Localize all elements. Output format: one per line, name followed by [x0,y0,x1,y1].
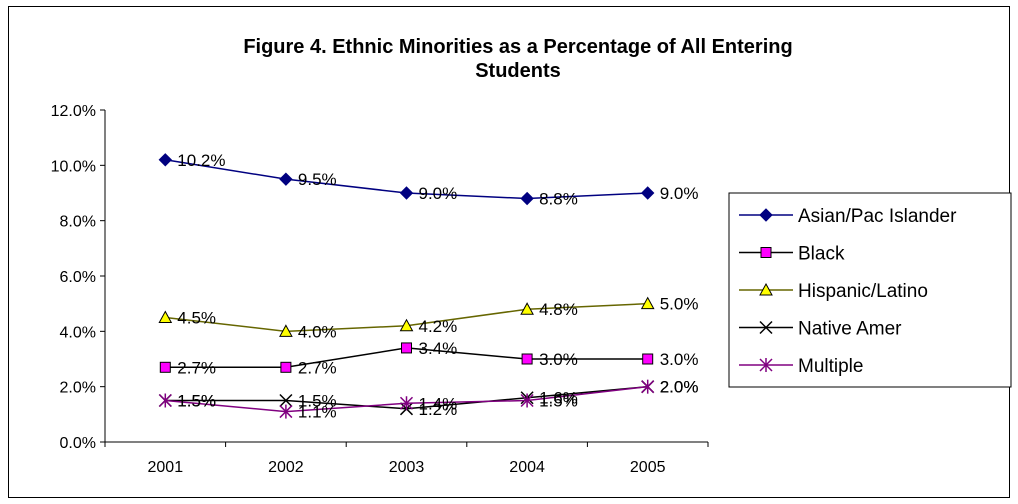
series-layer [158,153,655,419]
x-tick-label: 2002 [268,459,304,476]
data-point [159,361,171,373]
data-point [641,379,655,394]
data-point [520,393,534,408]
data-label: 1.1% [298,403,337,422]
data-label: 2.7% [177,358,216,377]
data-point [280,361,292,373]
legend-marker [759,282,773,296]
y-tick-label: 6.0% [60,269,96,286]
data-label: 1.4% [419,394,458,413]
legend-marker [759,208,773,222]
data-label: 10.2% [177,151,225,170]
legend-label: Multiple [798,356,863,377]
data-point [279,324,293,337]
legend-label: Black [798,244,845,265]
data-point [521,353,533,365]
legend-label: Native Amer [798,319,902,340]
data-label: 2.7% [298,358,337,377]
data-label: 4.0% [298,322,337,341]
data-label: 1.5% [539,392,578,411]
data-label: 4.5% [177,309,216,328]
data-point [279,404,293,419]
legend-marker [760,247,772,258]
data-point [642,353,654,365]
data-point [158,393,172,408]
data-label: 2.0% [660,378,699,397]
legend-label: Asian/Pac Islander [798,206,957,227]
y-tick-label: 0.0% [60,435,96,452]
data-label: 4.8% [539,300,578,319]
data-label: 3.0% [660,350,699,369]
data-point [401,342,412,354]
data-label: 9.0% [660,184,699,203]
x-tick-label: 2001 [148,459,184,476]
legend-marker [759,320,773,335]
data-label: 1.5% [298,392,337,411]
chart-title-line-2: Students [475,60,561,82]
data-point [158,310,173,323]
data-label: 5.0% [660,295,699,314]
y-tick-label: 10.0% [51,158,96,175]
data-label: 1.6% [539,389,578,408]
legend: Asian/Pac Islander Black Hispanic/Latino Na… [728,192,1012,388]
data-point [279,172,293,186]
data-point [158,153,173,167]
data-point [640,186,655,200]
y-tick-label: 8.0% [60,214,96,231]
y-tick-label: 4.0% [60,324,96,341]
data-point [279,393,293,408]
data-label: 1.5% [177,392,216,411]
data-label: 1.5% [177,392,216,411]
data-label: 9.0% [419,184,458,203]
y-tick-label: 2.0% [60,380,96,397]
data-point [399,186,414,200]
axes: 0.0% 2.0% 4.0% 6.0% 8.0% 10.0% 12.0% 2001 2002 20… [51,103,709,476]
data-label: 8.8% [539,190,578,209]
data-label: 3.4% [419,339,458,358]
data-point [399,396,414,411]
legend-label: Hispanic/Latino [798,281,928,302]
x-tick-label: 2004 [509,459,545,476]
chart-title-line-1: Figure 4. Ethnic Minorities as a Percent… [243,36,792,58]
data-label: 3.0% [539,350,578,369]
x-tick-label: 2005 [630,459,666,476]
y-tick-label: 12.0% [51,103,96,120]
x-tick-label: 2003 [389,459,425,476]
data-label: 9.5% [298,170,337,189]
data-label: 4.2% [419,317,458,336]
data-label: 2.0% [660,378,699,397]
legend-marker [759,358,773,372]
data-point [520,191,534,206]
data-label: 1.2% [419,400,458,419]
data-point [640,296,655,310]
data-point [520,302,534,315]
data-labels: 10.2% 9.5% 9.0% 8.8% 9.0% 2.7% 2.7% 3.4% 3.0% 3.0… [177,151,698,422]
data-point [399,318,414,332]
